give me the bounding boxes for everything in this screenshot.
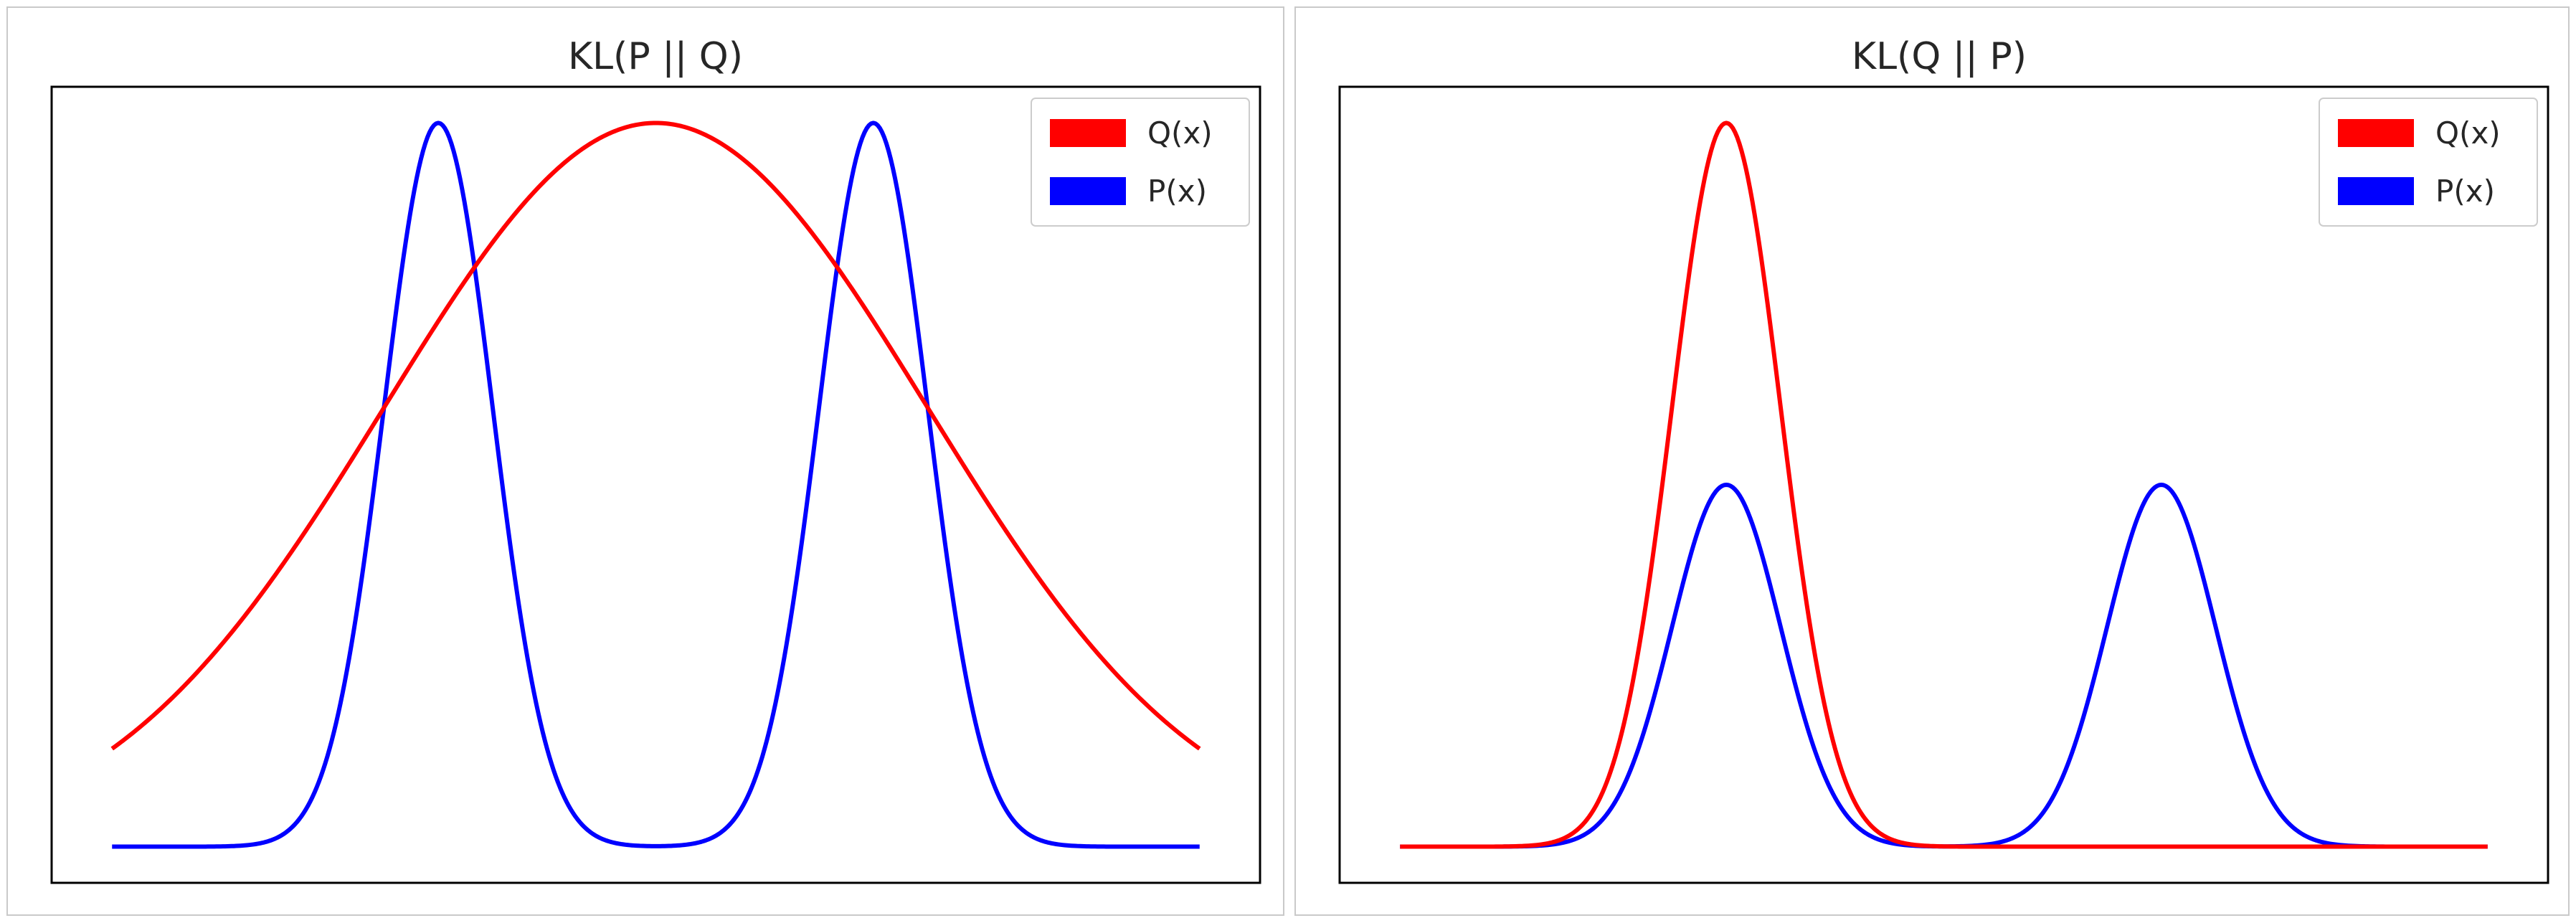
legend-swatch-p-right (2338, 177, 2414, 205)
legend-label-p-left: P(x) (1147, 174, 1207, 209)
chart-panel-right: KL(Q || P) Q(x) P(x) (1294, 6, 2570, 916)
series-line-px-right (1400, 483, 2488, 849)
chart-title-right: KL(Q || P) (1852, 35, 2027, 78)
plot-area-right (1338, 85, 2549, 884)
series-layer-right (1400, 120, 2488, 849)
series-line-qx-right (1400, 120, 2488, 849)
series-layer-left (110, 120, 1201, 849)
legend-box-right (2319, 98, 2538, 227)
legend-swatch-p-left (1050, 177, 1126, 205)
chart-right: KL(Q || P) Q(x) P(x) (1338, 35, 2549, 884)
chart-title-left: KL(P || Q) (568, 35, 743, 78)
series-line-qx-left (110, 120, 1201, 751)
legend-label-q-right: Q(x) (2435, 115, 2501, 151)
chart-panel-left: KL(P || Q) Q(x) P(x) (6, 6, 1284, 916)
legend-box-left (1031, 98, 1250, 227)
legend-left: Q(x) P(x) (1031, 98, 1250, 227)
legend-right: Q(x) P(x) (2319, 98, 2538, 227)
chart-left: KL(P || Q) Q(x) P(x) (50, 35, 1261, 884)
series-line-px-left (112, 120, 1200, 849)
plot-area-left (50, 85, 1261, 884)
legend-swatch-q-right (2338, 119, 2414, 147)
legend-swatch-q-left (1050, 119, 1126, 147)
legend-label-q-left: Q(x) (1147, 115, 1213, 151)
legend-label-p-right: P(x) (2435, 174, 2495, 209)
